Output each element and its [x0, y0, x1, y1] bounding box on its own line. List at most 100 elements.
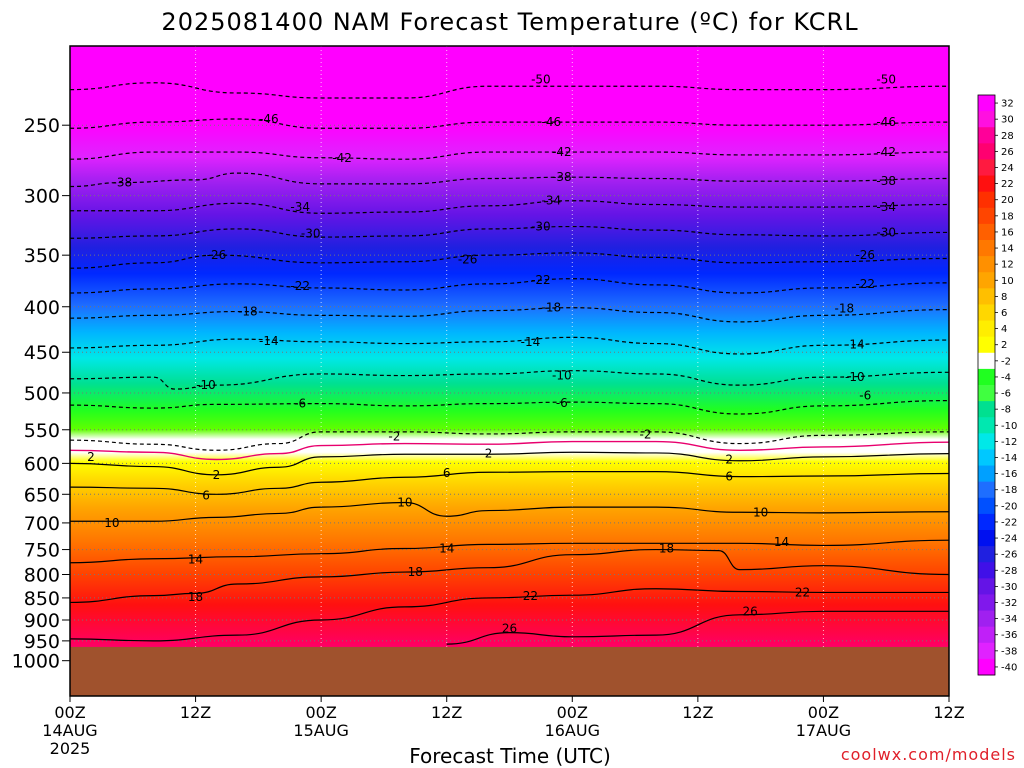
x-tick-label: 00Z [808, 703, 839, 722]
isotherm-label: 2 [485, 447, 493, 461]
plot-frame [69, 45, 950, 697]
colorbar-cell [978, 578, 995, 595]
y-tick-label: 250 [24, 115, 60, 137]
colorbar-cell [978, 449, 995, 467]
colorbar-cell [978, 336, 995, 354]
colorbar-cell [978, 658, 995, 676]
y-tick-label: 850 [24, 588, 60, 610]
colorbar-tick-label: 6 [1001, 308, 1007, 319]
isotherm-label: 22 [795, 585, 810, 599]
colorbar-cell [978, 320, 995, 338]
isotherm-line [70, 548, 949, 604]
y-tick-label: 350 [24, 245, 60, 267]
isotherm-label: -38 [113, 176, 133, 190]
colorbar-tick-label: -30 [1001, 582, 1017, 593]
isotherm-line [70, 336, 949, 355]
isotherm-label: -26 [855, 248, 875, 262]
colorbar-tick-label: -26 [1001, 550, 1017, 561]
x-tick-date-label: 14AUG [42, 721, 97, 740]
colorbar-tick-label: -10 [1001, 421, 1017, 432]
y-tick-label: 650 [24, 484, 60, 506]
isotherm-label: 18 [408, 565, 423, 579]
isotherm-label: -6 [294, 397, 306, 411]
isotherm-label: 18 [659, 542, 674, 556]
colorbar-cell [978, 546, 995, 563]
y-tick-label: 750 [24, 540, 60, 562]
y-tick-label: 300 [24, 186, 60, 208]
y-tick-label: 950 [24, 631, 60, 653]
colorbar-cell [978, 562, 995, 579]
isotherm-label: 22 [523, 589, 538, 603]
isotherm-label: -26 [458, 253, 478, 267]
x-tick-label: 12Z [933, 703, 964, 722]
colorbar-cell [978, 127, 995, 144]
colorbar-tick-label: 22 [1001, 179, 1014, 190]
colorbar-tick-label: 12 [1001, 260, 1014, 271]
colorbar-cell [978, 95, 995, 112]
colorbar-cell [978, 191, 995, 209]
x-axis-label: Forecast Time (UTC) [409, 744, 611, 768]
colorbar-tick-label: 30 [1001, 115, 1014, 126]
isotherm-line [70, 431, 949, 451]
colorbar-tick-label: 32 [1001, 99, 1014, 110]
temperature-fill [70, 46, 949, 696]
isotherm-line [70, 225, 949, 239]
isotherm-label: -34 [876, 200, 896, 214]
colorbar-frame [977, 94, 996, 676]
colorbar-cell [978, 401, 995, 418]
isotherm-label: -22 [531, 273, 551, 287]
colorbar-cell [978, 272, 995, 289]
isotherm-label: 14 [439, 542, 454, 556]
y-tick-label: 550 [24, 420, 60, 442]
colorbar-tick-label: -36 [1001, 630, 1017, 641]
y-tick-label: 450 [24, 342, 60, 364]
colorbar-cell [978, 223, 995, 241]
x-tick-year-label: 2025 [50, 739, 91, 758]
colorbar-cell [978, 513, 995, 531]
x-tick-date-label: 17AUG [796, 721, 851, 740]
isotherm-line [70, 118, 949, 129]
isotherm-label: 6 [443, 466, 451, 480]
colorbar-tick-label: -2 [1001, 356, 1011, 367]
colorbar-tick-label: 26 [1001, 147, 1014, 158]
x-tick-label: 12Z [682, 703, 713, 722]
grid-lines [70, 46, 949, 696]
colorbar-tick-label: -12 [1001, 437, 1017, 448]
isotherm-line [70, 501, 949, 522]
colorbar-tick-label: 14 [1001, 244, 1014, 255]
colorbar-cell [978, 385, 995, 402]
colorbar-tick-label: -22 [1001, 517, 1017, 528]
isotherm-label: -10 [196, 378, 216, 392]
chart-title: 2025081400 NAM Forecast Temperature (ºC)… [161, 8, 858, 36]
isotherm-label: -42 [332, 151, 352, 165]
isotherm-label: -10 [845, 370, 865, 384]
colorbar-tick-label: 18 [1001, 211, 1014, 222]
colorbar-tick-label: -18 [1001, 485, 1017, 496]
colorbar-cell [978, 497, 995, 515]
isotherm-label: -10 [552, 369, 572, 383]
isotherm-label: -30 [531, 220, 551, 234]
colorbar-cell [978, 642, 995, 660]
isotherm-label: 10 [104, 516, 119, 530]
colorbar-tick-label: 10 [1001, 276, 1014, 287]
isotherm-label: -50 [876, 72, 896, 86]
x-tick-label: 12Z [180, 703, 211, 722]
y-tick-label: 800 [24, 564, 60, 586]
x-tick-label: 00Z [557, 703, 588, 722]
colorbar-cell [978, 530, 995, 547]
isotherm-line [70, 588, 949, 642]
x-tick-label: 00Z [54, 703, 85, 722]
colorbar-cell [978, 352, 995, 370]
isotherm-label: -18 [542, 301, 562, 315]
y-tick-label: 900 [24, 610, 60, 632]
colorbar-cell [978, 626, 995, 644]
isotherm-line [446, 610, 949, 645]
isotherm-line [70, 471, 949, 495]
isotherm-line [70, 451, 949, 476]
isotherm-label: 2 [725, 452, 733, 466]
colorbar-cell [978, 207, 995, 225]
isotherm-line [70, 370, 949, 390]
isotherm-label: 26 [502, 621, 517, 635]
colorbar-tick-label: -24 [1001, 534, 1017, 545]
